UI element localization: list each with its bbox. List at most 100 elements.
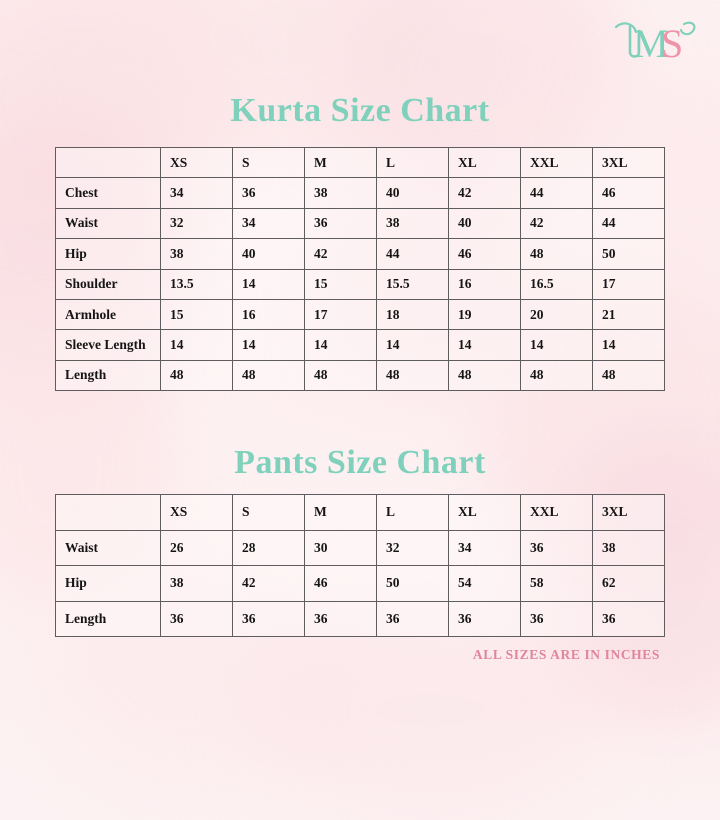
kurta-cell: 36 — [304, 207, 377, 240]
kurta-cell: 46 — [592, 177, 665, 209]
kurta-cell: 38 — [160, 238, 233, 270]
pants-cell: 36 — [448, 600, 521, 637]
kurta-cell: 38 — [304, 177, 377, 209]
pants-cell: 34 — [448, 529, 521, 566]
kurta-row-label-sleeve-length: Sleeve Length — [55, 329, 161, 361]
table-row: Shoulder 13.5 14 15 15.5 16 16.5 17 — [55, 268, 665, 300]
kurta-cell: 15 — [304, 268, 377, 300]
table-row: Hip 38 40 42 44 46 48 50 — [55, 238, 665, 270]
pants-cell: 28 — [232, 529, 305, 566]
kurta-cell: 48 — [592, 359, 665, 392]
kurta-cell: 19 — [448, 298, 521, 331]
pants-cell: 58 — [520, 565, 593, 602]
monogram-ms-logo: M S — [606, 12, 702, 70]
kurta-row-label-armhole: Armhole — [55, 298, 161, 331]
kurta-cell: 14 — [592, 329, 665, 361]
pants-col-header-xl: XL — [448, 494, 521, 531]
kurta-cell: 48 — [520, 238, 593, 270]
pants-col-header-xxl: XXL — [520, 494, 593, 531]
kurta-cell: 34 — [160, 177, 233, 209]
kurta-cell: 16 — [232, 298, 305, 331]
kurta-cell: 48 — [304, 359, 377, 392]
pants-size-table: XS S M L XL XXL 3XL Waist 26 28 30 32 34… — [55, 494, 665, 637]
pants-chart-title: Pants Size Chart — [234, 444, 486, 481]
svg-text:S: S — [661, 21, 683, 66]
svg-text:M: M — [633, 21, 669, 66]
pants-cell: 30 — [304, 529, 377, 566]
kurta-cell: 17 — [592, 268, 665, 300]
pants-cell: 36 — [232, 600, 305, 637]
pants-cell: 36 — [520, 529, 593, 566]
kurta-cell: 40 — [376, 177, 449, 209]
kurta-row-label-chest: Chest — [55, 177, 161, 209]
kurta-cell: 14 — [376, 329, 449, 361]
pants-cell: 32 — [376, 529, 449, 566]
pants-row-label-waist: Waist — [55, 529, 161, 566]
kurta-row-label-shoulder: Shoulder — [55, 268, 161, 300]
table-row: Hip 38 42 46 50 54 58 62 — [55, 565, 665, 602]
kurta-cell: 42 — [520, 207, 593, 240]
pants-cell: 38 — [160, 565, 233, 602]
pants-cell: 50 — [376, 565, 449, 602]
kurta-col-header-xl: XL — [448, 146, 521, 179]
kurta-col-header-3xl: 3XL — [592, 146, 665, 179]
pants-cell: 36 — [160, 600, 233, 637]
kurta-corner-cell — [55, 146, 161, 179]
kurta-cell: 14 — [160, 329, 233, 361]
kurta-cell: 14 — [448, 329, 521, 361]
kurta-cell: 16.5 — [520, 268, 593, 300]
kurta-cell: 48 — [160, 359, 233, 392]
kurta-cell: 46 — [448, 238, 521, 270]
kurta-cell: 42 — [304, 238, 377, 270]
kurta-col-header-xxl: XXL — [520, 146, 593, 179]
kurta-chart-title: Kurta Size Chart — [230, 92, 490, 129]
kurta-cell: 48 — [448, 359, 521, 392]
pants-col-header-s: S — [232, 494, 305, 531]
kurta-cell: 15 — [160, 298, 233, 331]
table-row: Length 48 48 48 48 48 48 48 — [55, 359, 665, 392]
kurta-cell: 15.5 — [376, 268, 449, 300]
kurta-row-label-hip: Hip — [55, 238, 161, 270]
kurta-col-header-s: S — [232, 146, 305, 179]
table-row: Sleeve Length 14 14 14 14 14 14 14 — [55, 329, 665, 361]
units-note: ALL SIZES ARE IN INCHES — [472, 647, 660, 662]
kurta-cell: 21 — [592, 298, 665, 331]
kurta-cell: 34 — [232, 207, 305, 240]
table-row: Waist 32 34 36 38 40 42 44 — [55, 207, 665, 240]
kurta-cell: 14 — [520, 329, 593, 361]
kurta-row-label-length: Length — [55, 359, 161, 392]
kurta-col-header-xs: XS — [160, 146, 233, 179]
kurta-cell: 48 — [520, 359, 593, 392]
pants-cell: 26 — [160, 529, 233, 566]
table-row: Armhole 15 16 17 18 19 20 21 — [55, 298, 665, 331]
pants-col-header-l: L — [376, 494, 449, 531]
table-row: Waist 26 28 30 32 34 36 38 — [55, 529, 665, 566]
pants-col-header-m: M — [304, 494, 377, 531]
kurta-cell: 40 — [448, 207, 521, 240]
kurta-cell: 44 — [520, 177, 593, 209]
kurta-cell: 14 — [232, 268, 305, 300]
kurta-cell: 42 — [448, 177, 521, 209]
kurta-cell: 18 — [376, 298, 449, 331]
size-chart-page: M S Kurta Size Chart XS S M L XL XXL 3XL — [55, 12, 702, 662]
pants-cell: 62 — [592, 565, 665, 602]
pants-cell: 46 — [304, 565, 377, 602]
table-header-row: XS S M L XL XXL 3XL — [55, 146, 665, 179]
kurta-cell: 32 — [160, 207, 233, 240]
pants-cell: 36 — [592, 600, 665, 637]
kurta-cell: 13.5 — [160, 268, 233, 300]
kurta-cell: 48 — [376, 359, 449, 392]
kurta-cell: 14 — [232, 329, 305, 361]
pants-cell: 36 — [520, 600, 593, 637]
kurta-cell: 48 — [232, 359, 305, 392]
pants-cell: 36 — [304, 600, 377, 637]
kurta-cell: 14 — [304, 329, 377, 361]
kurta-cell: 17 — [304, 298, 377, 331]
kurta-cell: 36 — [232, 177, 305, 209]
table-row: Length 36 36 36 36 36 36 36 — [55, 600, 665, 637]
kurta-col-header-l: L — [376, 146, 449, 179]
kurta-col-header-m: M — [304, 146, 377, 179]
kurta-cell: 50 — [592, 238, 665, 270]
kurta-cell: 44 — [592, 207, 665, 240]
pants-cell: 42 — [232, 565, 305, 602]
